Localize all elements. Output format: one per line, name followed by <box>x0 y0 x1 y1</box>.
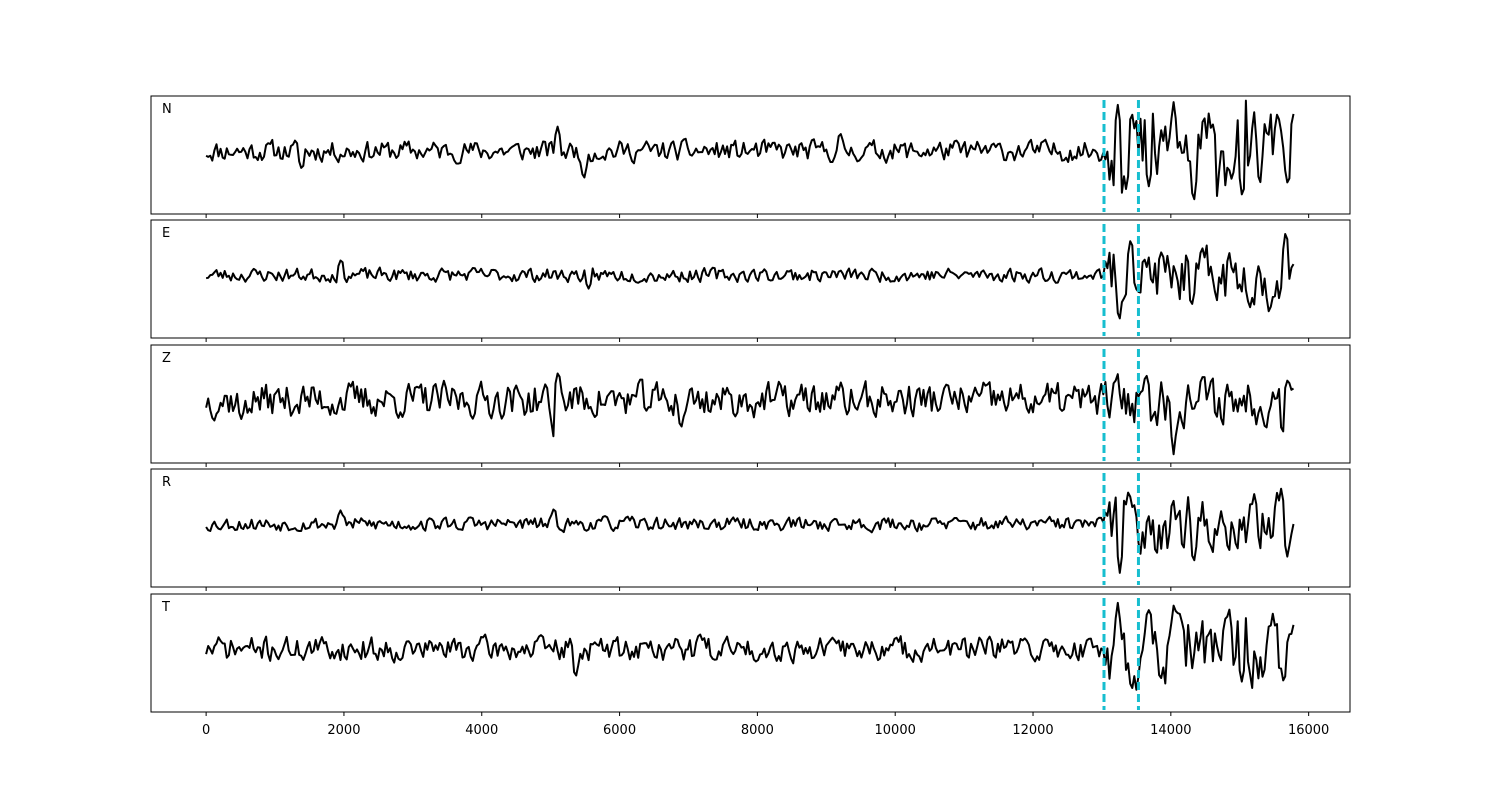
panel-z: Z <box>150 344 1351 467</box>
panel-label: R <box>162 475 171 490</box>
panel-frame <box>150 344 1351 464</box>
panel-frame <box>150 95 1351 215</box>
x-tick-label: 16000 <box>1288 723 1329 738</box>
trace-n <box>205 99 1295 201</box>
panel-label: E <box>162 226 170 241</box>
trace-z <box>205 372 1295 456</box>
x-tick-label: 8000 <box>741 723 774 738</box>
panel-n: N <box>150 95 1351 218</box>
panel-frame <box>150 593 1351 713</box>
trace-r <box>205 487 1295 574</box>
panel-e: E <box>150 219 1351 342</box>
x-tick-label: 0 <box>202 723 210 738</box>
panel-frame <box>150 468 1351 588</box>
trace-e <box>205 233 1295 320</box>
panel-label: Z <box>162 351 171 366</box>
x-tick-label: 4000 <box>465 723 498 738</box>
panel-r: R <box>150 468 1351 591</box>
trace-t <box>205 601 1295 691</box>
x-tick-label: 6000 <box>603 723 636 738</box>
panel-label: N <box>162 102 172 117</box>
x-tick-label: 10000 <box>875 723 916 738</box>
panel-frame <box>150 219 1351 339</box>
x-tick-label: 14000 <box>1150 723 1191 738</box>
panel-label: T <box>161 600 170 615</box>
panel-t: T <box>150 593 1351 716</box>
x-tick-label: 2000 <box>327 723 360 738</box>
x-tick-label: 12000 <box>1012 723 1053 738</box>
